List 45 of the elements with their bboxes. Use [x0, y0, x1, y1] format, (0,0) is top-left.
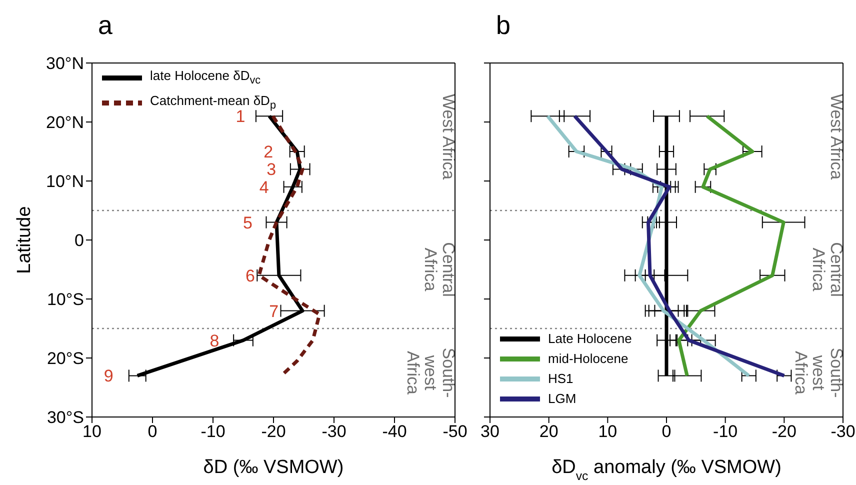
x-tick-label: -50: [442, 422, 468, 442]
x-tick-label: -10: [200, 422, 226, 442]
annotation: Central Africa: [421, 242, 458, 297]
x-tick-label: -30: [830, 422, 856, 442]
annotation: 5: [243, 213, 253, 232]
x-tick-label: -30: [322, 422, 346, 442]
x-tick-label: 10: [82, 422, 102, 442]
x-axis-title: δD (‰ VSMOW): [203, 457, 344, 478]
annotation: West Africa: [439, 94, 458, 180]
legend-label: LGM: [548, 390, 576, 408]
annotation: 6: [245, 266, 255, 286]
annotation: South-west Africa: [403, 348, 458, 398]
y-tick-label: 30°S: [46, 408, 84, 428]
annotation: West Africa: [827, 94, 846, 180]
x-axis-title: δD$_{vc}$ anomaly (‰ VSMOW): [552, 457, 782, 483]
annotation: 8: [210, 331, 220, 350]
x-tick-label: 0: [662, 422, 672, 442]
y-tick-label: 20°N: [46, 113, 84, 132]
annotation: 4: [259, 178, 269, 197]
chart-title: a: [98, 10, 112, 41]
y-axis-title: Latitude: [14, 206, 35, 274]
annotation: Central Africa: [809, 242, 846, 297]
y-tick-label: 20°S: [46, 349, 84, 368]
x-tick-label: 20: [539, 422, 558, 442]
annotation: 2: [264, 142, 274, 162]
legend-label: late Holocene δD$_{vc}$: [150, 67, 261, 89]
x-tick-label: 0: [148, 422, 158, 442]
annotation: 7: [269, 302, 279, 321]
annotation: 9: [104, 366, 114, 386]
annotation: 3: [266, 160, 276, 180]
y-tick-label: 0: [74, 231, 84, 250]
y-tick-label: 10°N: [46, 172, 84, 192]
x-tick-label: -10: [713, 422, 738, 442]
legend-label: HS1: [548, 370, 574, 388]
annotation: South-west Africa: [791, 348, 846, 398]
x-tick-label: -20: [261, 422, 286, 442]
legend-label: Late Holocene: [548, 330, 632, 348]
y-tick-label: 10°S: [46, 290, 84, 310]
x-tick-label: -20: [772, 422, 796, 442]
y-tick-label: 30°N: [46, 54, 84, 74]
x-tick-label: 30: [480, 422, 500, 442]
chart-title: b: [496, 10, 510, 41]
legend-label: mid-Holocene: [548, 350, 628, 368]
x-tick-label: -40: [382, 422, 407, 442]
x-tick-label: 10: [598, 422, 618, 442]
